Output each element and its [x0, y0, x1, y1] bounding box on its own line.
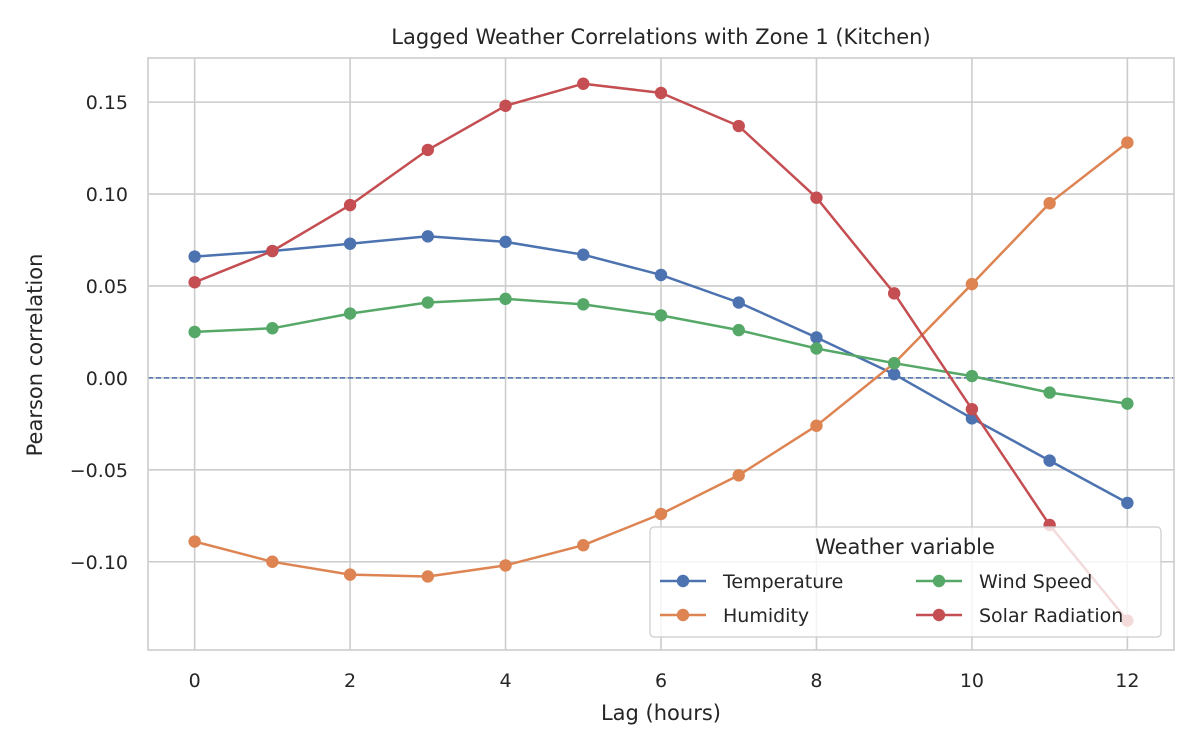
solar-radiation-point: [577, 77, 590, 90]
temperature-point: [1043, 454, 1056, 467]
tick-labels: 0 2 4 6 8 10 12 −0.10 −0.05 0.00 0.05 0.10 0.15: [70, 92, 1140, 692]
x-tick-label: 12: [1115, 670, 1139, 692]
humidity-point: [965, 277, 979, 291]
temperature-point: [887, 368, 901, 381]
solar-radiation-point: [421, 143, 435, 157]
x-axis-label: Lag (hours): [601, 701, 721, 725]
solar-radiation-point: [965, 402, 979, 416]
legend-item-temperature: Temperature: [660, 571, 843, 593]
humidity-point: [421, 570, 435, 583]
humidity-point: [1043, 197, 1056, 210]
legend-label: Temperature: [722, 571, 843, 593]
legend-swatch-marker: [676, 574, 690, 588]
humidity-point: [499, 559, 512, 572]
legend-swatch-marker: [676, 608, 690, 622]
wind-speed-point: [965, 369, 979, 383]
solar-radiation-point: [654, 86, 668, 100]
series-layer: [188, 77, 1134, 627]
legend-label: Wind Speed: [979, 571, 1092, 593]
temperature-point: [810, 331, 823, 344]
temperature-point: [654, 268, 668, 282]
wind-speed-point: [266, 322, 279, 335]
solar-radiation-point: [188, 276, 201, 289]
wind-speed-point: [188, 325, 201, 339]
humidity-point: [732, 469, 745, 482]
wind-speed-point: [421, 296, 435, 309]
temperature-point: [421, 230, 435, 243]
wind-speed-point: [810, 342, 823, 355]
legend-item-wind-speed: Wind Speed: [916, 571, 1092, 593]
humidity-point: [343, 568, 357, 581]
y-tick-label: 0.15: [86, 92, 128, 114]
plot-area-frame: [147, 57, 1175, 651]
solar-radiation-point: [499, 99, 512, 113]
series-solar-radiation: [188, 77, 1134, 627]
legend-swatch-marker: [932, 608, 946, 622]
temperature-point: [188, 250, 201, 263]
solar-radiation-point: [343, 198, 357, 212]
wind-speed-point: [654, 309, 668, 322]
solar-radiation-point: [732, 119, 745, 133]
x-tick-label: 8: [810, 670, 822, 692]
humidity-point: [266, 555, 279, 568]
legend-label: Humidity: [723, 605, 809, 627]
humidity-point: [188, 535, 201, 548]
x-tick-label: 0: [189, 670, 201, 692]
y-tick-label: −0.05: [70, 460, 128, 482]
wind-speed-point: [887, 356, 901, 370]
humidity-point: [1121, 136, 1134, 149]
humidity-point: [810, 419, 823, 432]
wind-speed-point: [343, 307, 357, 320]
solar-radiation-point: [810, 191, 823, 204]
solar-radiation-point: [266, 244, 279, 258]
humidity-point: [577, 539, 590, 552]
temperature-point: [1121, 496, 1134, 510]
legend-item-humidity: Humidity: [660, 605, 809, 627]
wind-speed-point: [732, 323, 745, 337]
legend-label: Solar Radiation: [979, 605, 1123, 627]
x-tick-label: 2: [344, 670, 356, 692]
legend-box: [649, 526, 1162, 638]
x-tick-label: 10: [960, 670, 984, 692]
legend-items: Temperature Humidity Wind Speed Solar Radia…: [660, 571, 1123, 627]
y-tick-label: 0.00: [86, 368, 128, 390]
legend-swatch-marker: [932, 574, 946, 588]
x-tick-label: 6: [655, 670, 667, 692]
temperature-point: [577, 248, 590, 261]
temperature-point: [732, 296, 745, 309]
y-tick-label: 0.05: [86, 276, 128, 298]
y-axis-label: Pearson correlation: [23, 254, 47, 457]
wind-speed-point: [577, 298, 590, 311]
y-tick-label: 0.10: [86, 184, 128, 206]
x-tick-label: 4: [499, 670, 511, 692]
wind-speed-point: [1043, 386, 1056, 399]
series-wind-speed: [188, 292, 1134, 410]
legend-item-solar-radiation: Solar Radiation: [916, 605, 1123, 627]
temperature-point: [499, 235, 512, 249]
legend-title: Weather variable: [815, 535, 995, 559]
humidity-point: [654, 507, 668, 521]
legend: Weather variable Temperature Humidity Wind…: [649, 526, 1162, 638]
temperature-point: [343, 237, 357, 250]
series-temperature: [188, 230, 1134, 510]
chart-title: Lagged Weather Correlations with Zone 1 …: [391, 25, 930, 49]
wind-speed-point: [1121, 397, 1134, 410]
y-tick-label: −0.10: [70, 552, 128, 574]
wind-speed-point: [499, 292, 512, 306]
solar-radiation-point: [887, 287, 901, 300]
